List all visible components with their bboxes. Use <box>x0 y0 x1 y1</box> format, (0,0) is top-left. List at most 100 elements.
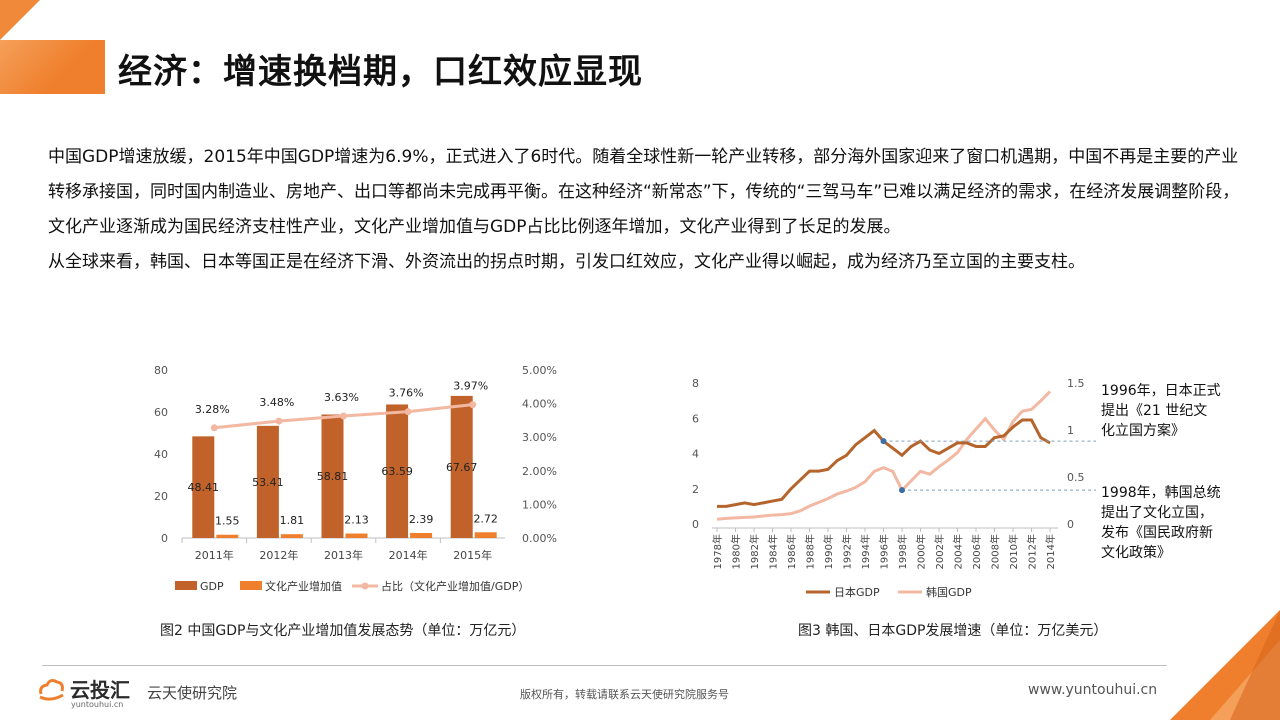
x-tick-label: 2015年 <box>453 548 492 562</box>
x-tick-label: 1978年 <box>711 534 724 569</box>
ratio-point <box>275 417 283 425</box>
y2-tick-label: 4.00% <box>522 398 557 411</box>
y2-tick-label: 1.5 <box>1067 377 1085 390</box>
x-tick-label: 2013年 <box>324 548 363 562</box>
korea-annotation-marker <box>899 487 905 494</box>
ratio-value-label: 3.76% <box>389 387 424 400</box>
y-tick-label: 60 <box>154 406 168 419</box>
legend-korea-label: 韩国GDP <box>926 585 972 599</box>
culture-value-label: 1.55 <box>215 515 240 528</box>
y2-tick-label: 2.00% <box>522 465 557 478</box>
copyright-text: 版权所有，转载请联系云天使研究院服务号 <box>520 688 729 701</box>
legend-ratio-marker <box>361 582 369 590</box>
gdp-bar <box>321 414 344 538</box>
y-tick-label: 80 <box>154 364 168 377</box>
ratio-value-label: 3.97% <box>453 380 488 393</box>
cloud-logo-icon <box>39 679 64 701</box>
gdp-value-label: 63.59 <box>381 465 413 478</box>
intro-text: 中国GDP增速放缓，2015年中国GDP增速为6.9%，正式进入了6时代。随着全… <box>48 140 1248 280</box>
x-tick-label: 1986年 <box>785 534 798 569</box>
x-tick-label: 1992年 <box>841 534 854 569</box>
y2-tick-label: 0 <box>1067 518 1074 531</box>
y2-tick-label: 3.00% <box>522 431 557 444</box>
y-tick-label: 6 <box>692 412 699 425</box>
y2-tick-label: 1.00% <box>522 498 557 511</box>
japan-annotation-line: 提出《21 世纪文 <box>1101 403 1208 419</box>
logo-text: 云投汇 <box>70 678 130 702</box>
x-tick-label: 2004年 <box>952 534 965 569</box>
korea-annotation-line: 提出了文化立国， <box>1101 505 1213 521</box>
x-tick-label: 2010年 <box>1007 534 1020 569</box>
japan-gdp-line <box>717 418 1051 508</box>
y-tick-label: 4 <box>692 448 699 461</box>
ratio-point <box>210 424 218 432</box>
legend-gdp-label: GDP <box>200 580 224 593</box>
legend-culture-label: 文化产业增加值 <box>265 579 342 593</box>
ratio-value-label: 3.48% <box>259 396 294 409</box>
x-tick-label: 1988年 <box>804 534 817 569</box>
gdp-value-label: 58.81 <box>317 470 349 483</box>
gdp-value-label: 53.41 <box>252 476 284 489</box>
x-tick-label: 2002年 <box>933 534 946 569</box>
legend-japan-label: 日本GDP <box>834 585 880 599</box>
y-tick-label: 0 <box>161 532 168 545</box>
legend-gdp-swatch <box>175 581 197 590</box>
ratio-value-label: 3.28% <box>195 403 230 416</box>
korea-annotation: 1998年，韩国总统 提出了文化立国， 发布《国民政府新 文化政策》 <box>1101 483 1221 563</box>
y2-tick-label: 0.5 <box>1067 471 1085 484</box>
intro-paragraph-2: 从全球来看，韩国、日本等国正是在经济下滑、外资流出的拐点时期，引发口红效应，文化… <box>48 252 1085 272</box>
x-tick-label: 1982年 <box>748 534 761 569</box>
y-tick-label: 8 <box>692 377 699 390</box>
y2-tick-label: 1 <box>1067 424 1074 437</box>
y2-tick-label: 0.00% <box>522 532 557 545</box>
x-tick-label: 2011年 <box>195 548 234 562</box>
gdp-bar <box>192 436 215 538</box>
chart2-caption: 图3 韩国、日本GDP发展增速（单位：万亿美元） <box>798 623 1108 639</box>
x-tick-label: 1994年 <box>859 534 872 569</box>
x-tick-label: 2012年 <box>259 548 298 562</box>
website-link[interactable]: www.yuntouhui.cn <box>1028 682 1158 698</box>
culture-value-label: 1.81 <box>280 514 305 527</box>
gdp-bar <box>450 395 473 538</box>
culture-value-label: 2.13 <box>344 514 369 527</box>
x-tick-label: 1990年 <box>822 534 835 569</box>
logo-subtext: yuntouhui.cn <box>71 700 124 709</box>
ratio-point <box>469 401 477 409</box>
x-tick-label: 1998年 <box>896 534 909 569</box>
japan-annotation-marker <box>880 438 887 445</box>
gdp-value-label: 48.41 <box>188 481 220 494</box>
japan-annotation: 1996年，日本正式 提出《21 世纪文 化立国方案》 <box>1101 381 1221 441</box>
corner-decoration-bottom <box>1170 610 1280 720</box>
chart1-caption: 图2 中国GDP与文化产业增加值发展态势（单位：万亿元） <box>160 623 526 639</box>
culture-bar <box>410 532 433 538</box>
ratio-value-label: 3.63% <box>324 391 359 404</box>
culture-value-label: 2.39 <box>409 513 434 526</box>
culture-value-label: 2.72 <box>473 512 498 525</box>
x-tick-label: 2008年 <box>989 534 1002 569</box>
title-accent-bar <box>0 40 105 94</box>
footer-divider <box>42 665 1167 666</box>
korea-annotation-line: 1998年，韩国总统 <box>1101 485 1221 501</box>
y-tick-label: 40 <box>154 448 168 461</box>
japan-annotation-line: 化立国方案》 <box>1101 423 1185 439</box>
korea-annotation-line: 发布《国民政府新 <box>1101 525 1213 541</box>
intro-paragraph-1: 中国GDP增速放缓，2015年中国GDP增速为6.9%，正式进入了6时代。随着全… <box>48 147 1240 237</box>
korea-gdp-line <box>716 390 1052 521</box>
corner-decoration <box>0 0 40 40</box>
x-tick-label: 2006年 <box>970 534 983 569</box>
japan-annotation-line: 1996年，日本正式 <box>1101 383 1221 399</box>
x-tick-label: 2014年 <box>1044 534 1057 569</box>
culture-bar <box>474 532 497 538</box>
y-tick-label: 2 <box>692 483 699 496</box>
x-tick-label: 2012年 <box>1026 534 1039 569</box>
legend-ratio-label: 占比（文化产业增加值/GDP） <box>381 579 529 593</box>
culture-bar <box>216 534 239 538</box>
culture-bar <box>280 534 303 538</box>
gdp-bar <box>256 425 279 538</box>
y2-tick-label: 5.00% <box>522 364 557 377</box>
y-tick-label: 0 <box>692 518 699 531</box>
x-tick-label: 1980年 <box>730 534 743 569</box>
korea-annotation-line: 文化政策》 <box>1101 545 1171 561</box>
